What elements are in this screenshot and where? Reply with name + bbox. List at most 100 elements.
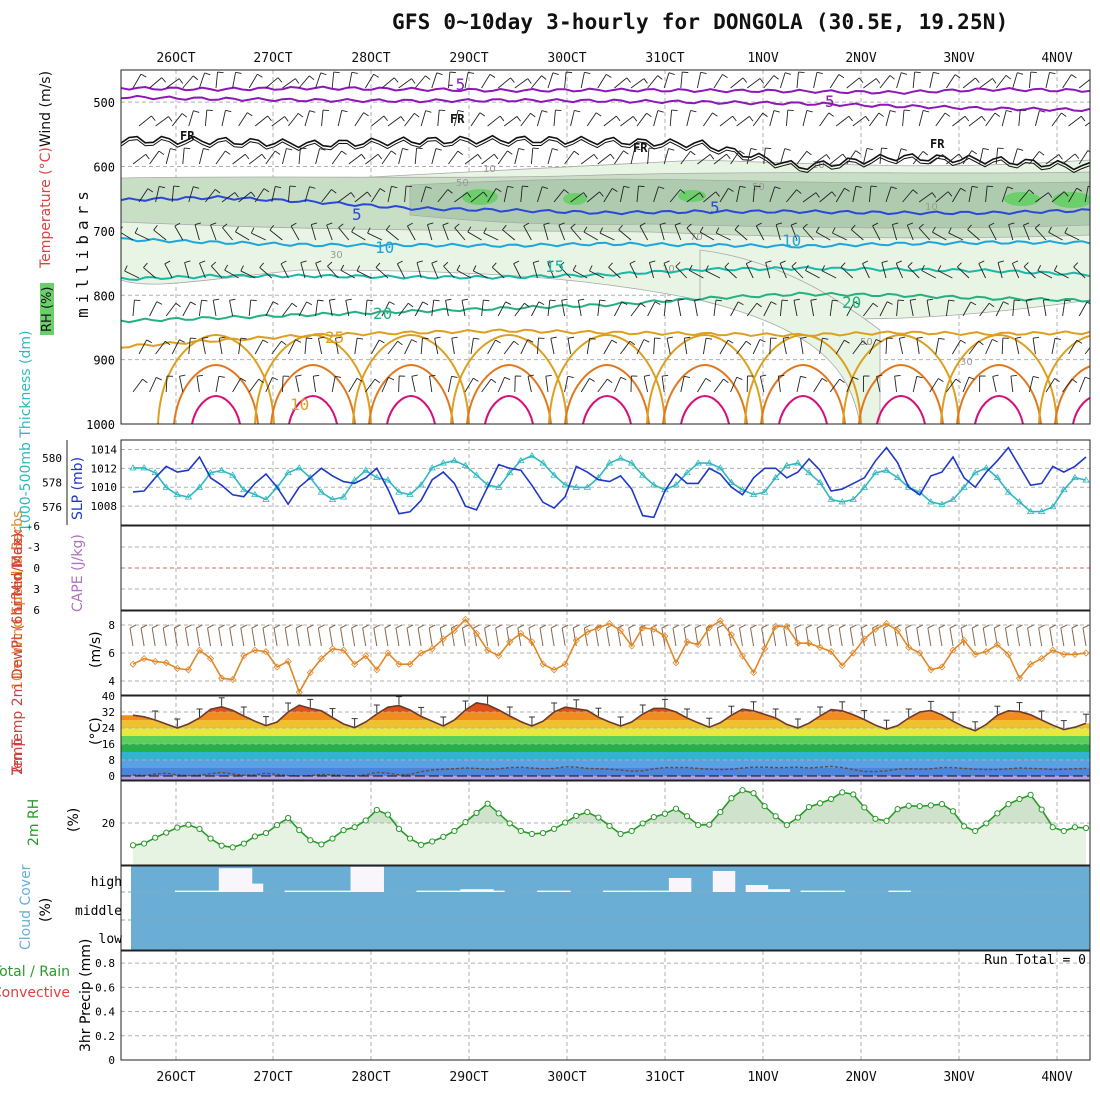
wind-barb-flag <box>881 260 888 263</box>
wind-barb <box>929 154 943 165</box>
wind-barb <box>813 378 823 393</box>
wind-barb <box>171 339 180 355</box>
thickness-line-point <box>794 459 802 466</box>
wind-barb <box>906 224 914 241</box>
temp-unit: (°C) <box>88 717 104 745</box>
wind-barb <box>520 186 523 203</box>
wind10m-line-point <box>794 639 802 647</box>
wind-barb-flag <box>530 112 536 118</box>
wind-barb-flag <box>900 148 907 151</box>
wind-barb <box>979 78 993 89</box>
wind-barb <box>840 266 854 279</box>
wind-barb-flag <box>235 226 239 233</box>
wind-barb-flag <box>608 262 613 268</box>
cloud-high-bar <box>635 890 648 892</box>
wind-barb-flag <box>578 298 585 301</box>
wind-barb-flag <box>677 298 684 301</box>
wind10m-barb <box>461 627 466 647</box>
wind-barb <box>547 300 551 317</box>
wind-barb-flag <box>247 112 253 117</box>
wind-barb <box>946 74 956 89</box>
wind-barb <box>752 186 756 203</box>
wind-barb-flag <box>193 110 200 113</box>
wind10m-barb-flag <box>949 624 957 629</box>
wind-barb <box>429 376 433 393</box>
wind-barb-flag <box>473 377 479 382</box>
rh2m-line-point <box>1071 824 1079 831</box>
wind-barb-flag <box>958 153 963 159</box>
wind-barb-flag <box>618 224 623 231</box>
wind-barb <box>365 74 374 89</box>
wind-barb <box>1001 186 1008 203</box>
wind-barb <box>497 77 511 89</box>
isotherm-30-lobe <box>956 363 1042 424</box>
wind-barb-flag <box>1088 185 1090 188</box>
wind-barb <box>769 110 775 127</box>
wind-barb <box>916 338 920 355</box>
wind-barb-flag <box>770 301 777 305</box>
wind-barb <box>149 150 160 165</box>
wind-barb-flag <box>682 71 689 74</box>
wind-barb-flag <box>1058 154 1063 160</box>
wind-barb-flag <box>933 71 940 75</box>
wind10m-barb <box>340 627 345 647</box>
wind-barb <box>872 225 881 241</box>
wind10m-barb <box>129 627 134 647</box>
wind-barb <box>719 188 729 203</box>
rh2m-line-point <box>451 827 458 835</box>
wind-barb <box>536 110 543 127</box>
wind10m-barb-flag <box>672 624 680 629</box>
thickness-line-point <box>273 483 281 490</box>
wind10m-barb <box>251 627 256 647</box>
wind-barb <box>445 300 449 317</box>
wind-barb-flag <box>918 223 924 229</box>
wind-barb-flag <box>1003 301 1009 305</box>
rh-contour-label: 70 <box>690 232 703 243</box>
wind-barb <box>337 110 343 127</box>
rh2m-line-point <box>750 790 757 797</box>
rh2m-line-point <box>429 838 436 845</box>
wind-barb <box>271 340 282 355</box>
wind-barb <box>879 301 888 317</box>
wind-barb <box>926 300 931 317</box>
wind-barb-flag <box>356 265 361 272</box>
wind-barb <box>182 301 191 317</box>
wind-barb-flag <box>313 374 320 377</box>
wind-barb-flag <box>335 375 342 378</box>
wind10m-barb-flag <box>406 624 414 629</box>
isotherm-label: 5 <box>825 92 835 111</box>
wind-barb-flag <box>840 262 846 268</box>
wind10m-barb-flag <box>362 624 369 629</box>
wind10m-line-point <box>572 636 580 644</box>
wind-barb-flag <box>616 115 621 122</box>
rh2m-line-point <box>440 833 447 840</box>
wind-barb <box>447 376 452 393</box>
wind-barb <box>221 110 226 127</box>
thickness-line-point <box>572 483 580 490</box>
wind10m-barb-flag <box>805 624 813 629</box>
wind-barb <box>835 188 845 203</box>
wind10m-barb <box>1049 627 1054 647</box>
wind-barb <box>995 301 1004 317</box>
wind-barb-flag <box>1039 110 1046 113</box>
wind-barb <box>251 232 266 241</box>
wind-barb-flag <box>295 374 302 377</box>
wind-barb-flag <box>1014 299 1021 302</box>
wind10m-barb <box>883 627 888 647</box>
wind-barb-flag <box>406 185 413 188</box>
wind-barb-flag <box>810 298 817 301</box>
wind10m-barb-flag <box>927 624 935 629</box>
wind-barb-flag <box>214 188 221 194</box>
wind-barb <box>736 340 747 355</box>
wind-barb <box>420 110 427 127</box>
wind-barb <box>663 72 670 89</box>
rh2m-line-point <box>362 817 369 824</box>
isotherm-25-lobe <box>1038 334 1090 424</box>
wind-barb-flag <box>331 189 337 194</box>
wind-barb <box>254 339 264 355</box>
wind-barb <box>138 339 148 355</box>
thickness-line-point <box>694 459 702 466</box>
wind-barb <box>371 115 385 127</box>
wind10m-line-point <box>251 646 259 654</box>
wind-barb <box>281 375 284 393</box>
